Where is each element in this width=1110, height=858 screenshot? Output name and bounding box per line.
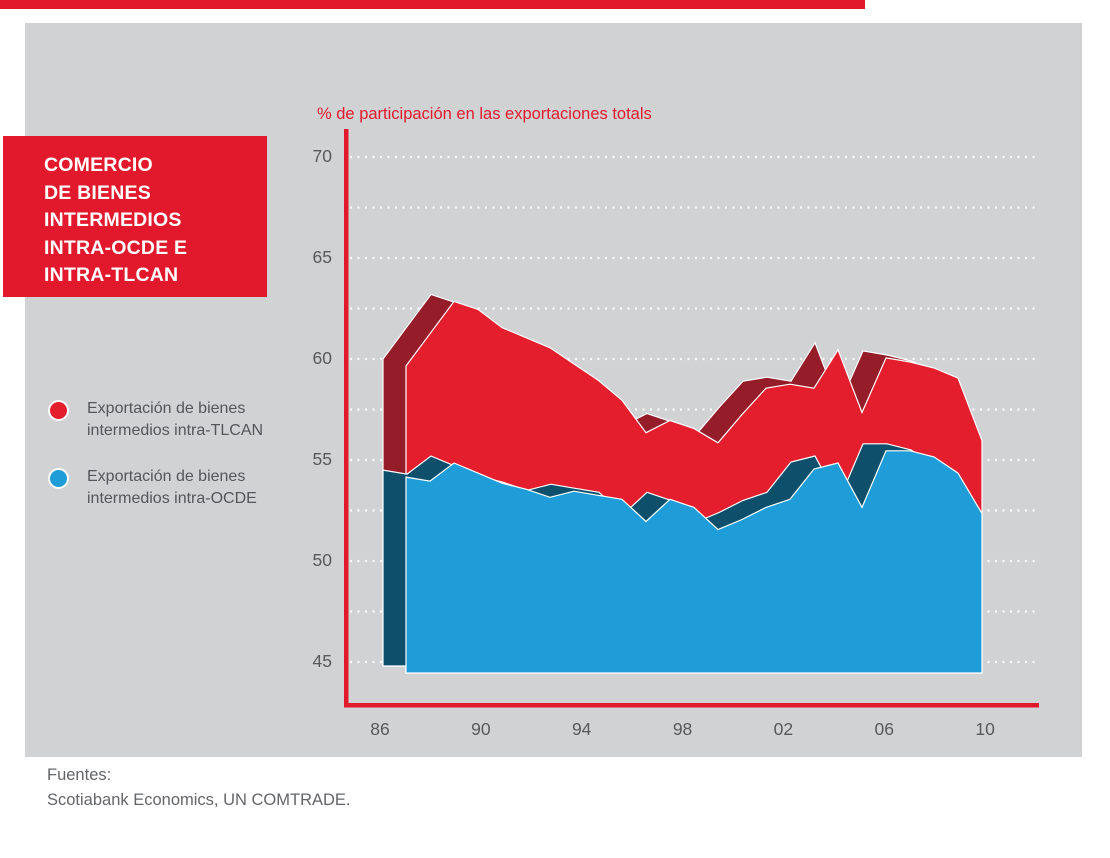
title-line: DE BIENES: [44, 181, 151, 204]
source-text: Scotiabank Economics, UN COMTRADE.: [47, 790, 351, 809]
y-tick-label: 60: [312, 348, 332, 368]
legend-label-line: Exportación de bienes: [87, 468, 246, 485]
x-axis-line: [344, 703, 1039, 708]
legend-label-line: Exportación de bienes: [87, 400, 246, 417]
legend-label-line: intermedios intra-TLCAN: [87, 422, 264, 439]
x-tick-label: 86: [370, 719, 390, 739]
blue-dot-icon: [48, 468, 69, 489]
y-tick-label: 70: [312, 146, 332, 166]
title-line: COMERCIO: [44, 154, 153, 176]
y-tick-label: 45: [312, 651, 332, 671]
y-tick-label: 65: [312, 247, 332, 267]
y-tick-label: 55: [312, 449, 332, 469]
x-tick-label: 94: [571, 719, 592, 739]
legend: Exportación de bienes intermedios intra-…: [48, 398, 288, 534]
x-tick-label: 10: [975, 719, 995, 739]
legend-item-intra-ocde: Exportación de bienes intermedios intra-…: [48, 466, 288, 512]
title-box: COMERCIO DE BIENES INTERMEDIOS INTRA-OCD…: [3, 136, 267, 297]
red-dot-icon: [48, 400, 69, 421]
y-tick-label: 50: [312, 550, 332, 570]
top-accent-bar: [0, 0, 865, 9]
area-ocde: [405, 450, 983, 674]
chart-title: % de participación en las exportaciones …: [317, 105, 652, 123]
title-line: INTRA-TLCAN: [44, 264, 179, 286]
y-axis-line: [344, 129, 349, 707]
source-note: Fuentes: Scotiabank Economics, UN COMTRA…: [47, 763, 351, 812]
source-label: Fuentes:: [47, 766, 112, 784]
title-line: INTRA-OCDE E: [44, 236, 188, 259]
title-line: INTERMEDIOS: [44, 209, 182, 231]
legend-label-line: intermedios intra-OCDE: [87, 490, 257, 507]
x-tick-label: 98: [672, 719, 693, 739]
x-tick-label: 02: [773, 719, 794, 739]
x-tick-label: 90: [471, 719, 491, 739]
x-tick-label: 06: [874, 719, 894, 739]
legend-item-intra-tlcan: Exportación de bienes intermedios intra-…: [48, 398, 288, 444]
